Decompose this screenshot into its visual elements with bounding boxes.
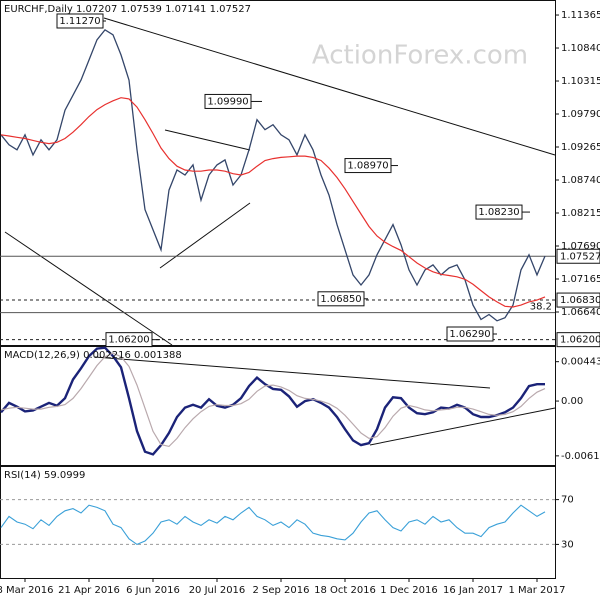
- y-tick-label: 1.08215: [561, 208, 600, 219]
- y-tick-label: 1.09265: [561, 142, 600, 153]
- y-tick-label: 70: [561, 495, 574, 506]
- trendline: [4, 231, 173, 346]
- annotation-label: 1.06850: [320, 294, 361, 305]
- y-tick-label: 1.07165: [561, 274, 600, 285]
- x-tick-label: 21 Apr 2016: [58, 585, 120, 596]
- y-tick-label: 30: [561, 539, 574, 550]
- level-label: 1.07527: [560, 251, 600, 262]
- x-tick-label: 2 Sep 2016: [252, 585, 309, 596]
- x-tick-label: 18 Oct 2016: [314, 585, 376, 596]
- panel-frame: [0, 0, 556, 346]
- y-tick-label: 0.004435: [561, 357, 600, 368]
- y-tick-label: 1.09790: [561, 109, 600, 120]
- annotation-label: 1.08230: [478, 207, 519, 218]
- x-tick-label: 6 Jun 2016: [126, 585, 180, 596]
- annotation-box: [204, 93, 252, 109]
- annotation-label: 1.06290: [449, 329, 490, 340]
- series-line: [0, 352, 546, 448]
- y-tick-label: -0.00617: [561, 451, 600, 462]
- series-line: [0, 504, 546, 546]
- trendline: [369, 407, 556, 446]
- y-tick-label: 1.10840: [561, 43, 600, 54]
- level-label-box: [556, 292, 600, 308]
- trendlines: [4, 17, 556, 446]
- x-tick-label: 8 Mar 2016: [0, 585, 54, 596]
- watermark: ActionForex.com: [312, 41, 528, 71]
- series-line: [0, 28, 546, 322]
- level-label-box: [556, 248, 600, 264]
- annotation-label: 1.09990: [207, 96, 248, 107]
- annotation-label: 1.11270: [59, 16, 100, 27]
- annotation-box: [475, 204, 523, 220]
- annotation-label: 1.08970: [347, 161, 388, 172]
- panel-title: EURCHF,Daily 1.07207 1.07539 1.07141 1.0…: [4, 4, 251, 15]
- annotation-box: [446, 326, 494, 342]
- level-label: 1.06200: [560, 335, 600, 346]
- annotation-box: [317, 291, 365, 307]
- trendline: [94, 356, 491, 389]
- trendline: [159, 202, 251, 269]
- panel-frame: [0, 466, 556, 579]
- x-tick-label: 1 Dec 2016: [380, 585, 438, 596]
- series-line: [0, 346, 545, 456]
- panel-frame: [0, 346, 556, 466]
- annotation-box: [56, 13, 104, 29]
- x-tick-label: 16 Jan 2017: [443, 585, 503, 596]
- y-tick-label: 1.10315: [561, 76, 600, 87]
- y-tick-label: 1.07690: [561, 241, 600, 252]
- trendline: [103, 17, 556, 156]
- y-tick-label: 1.08740: [561, 175, 600, 186]
- level-label: 1.06830: [560, 295, 600, 306]
- level-label: 38.2: [530, 302, 552, 313]
- panel-title: MACD(12,26,9) 0.002216 0.001388: [4, 350, 182, 361]
- annotation-box: [344, 158, 392, 174]
- level-label-box: [556, 332, 600, 348]
- x-tick-label: 20 Jul 2016: [189, 585, 246, 596]
- panel-title: RSI(14) 59.0999: [4, 470, 85, 481]
- annotation-label: 1.06200: [108, 335, 149, 346]
- y-tick-label: 1.11365: [561, 10, 600, 21]
- trendline: [164, 129, 251, 151]
- x-tick-label: 1 Mar 2017: [508, 585, 565, 596]
- y-tick-label: 0.00: [561, 396, 583, 407]
- series-line: [0, 97, 546, 308]
- y-tick-label: 1.06640: [561, 307, 600, 318]
